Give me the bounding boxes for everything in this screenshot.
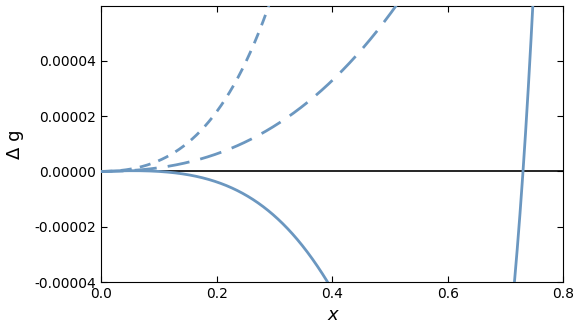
X-axis label: x: x bbox=[327, 307, 338, 324]
Y-axis label: Δ g: Δ g bbox=[6, 129, 24, 158]
